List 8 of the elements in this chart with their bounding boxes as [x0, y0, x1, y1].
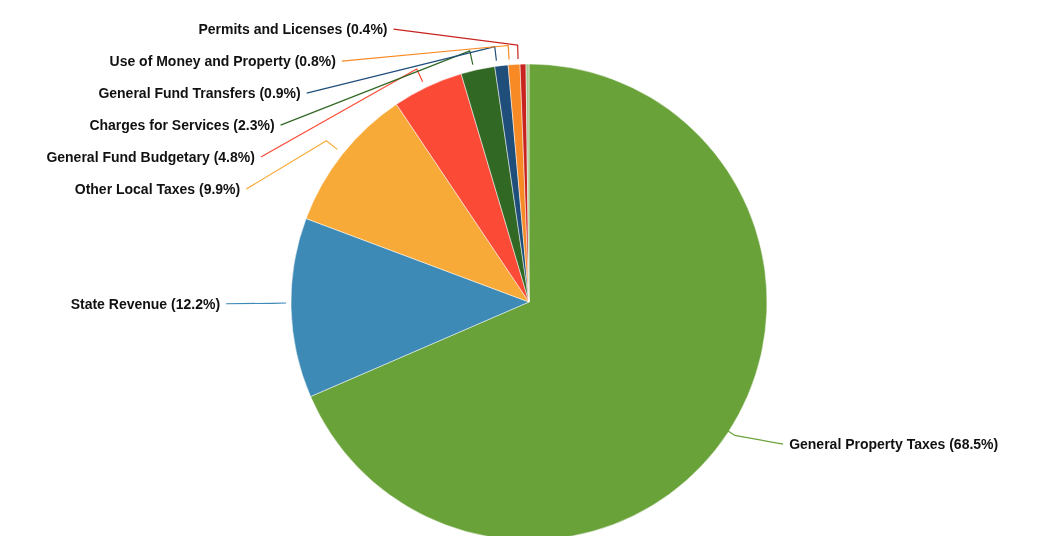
- slice-label: Other Local Taxes (9.9%): [74, 181, 241, 198]
- slice-label: General Fund Transfers (0.9%): [98, 85, 301, 102]
- slice-label: State Revenue (12.2%): [70, 295, 221, 312]
- slice-label: General Fund Budgetary (4.8%): [46, 149, 255, 166]
- slice-label: General Property Taxes (68.5%): [789, 436, 999, 453]
- slice-label: Permits and Licenses (0.4%): [198, 21, 388, 38]
- slice-label: Charges for Services (2.3%): [89, 117, 275, 134]
- slice-label: Use of Money and Property (0.8%): [109, 53, 336, 70]
